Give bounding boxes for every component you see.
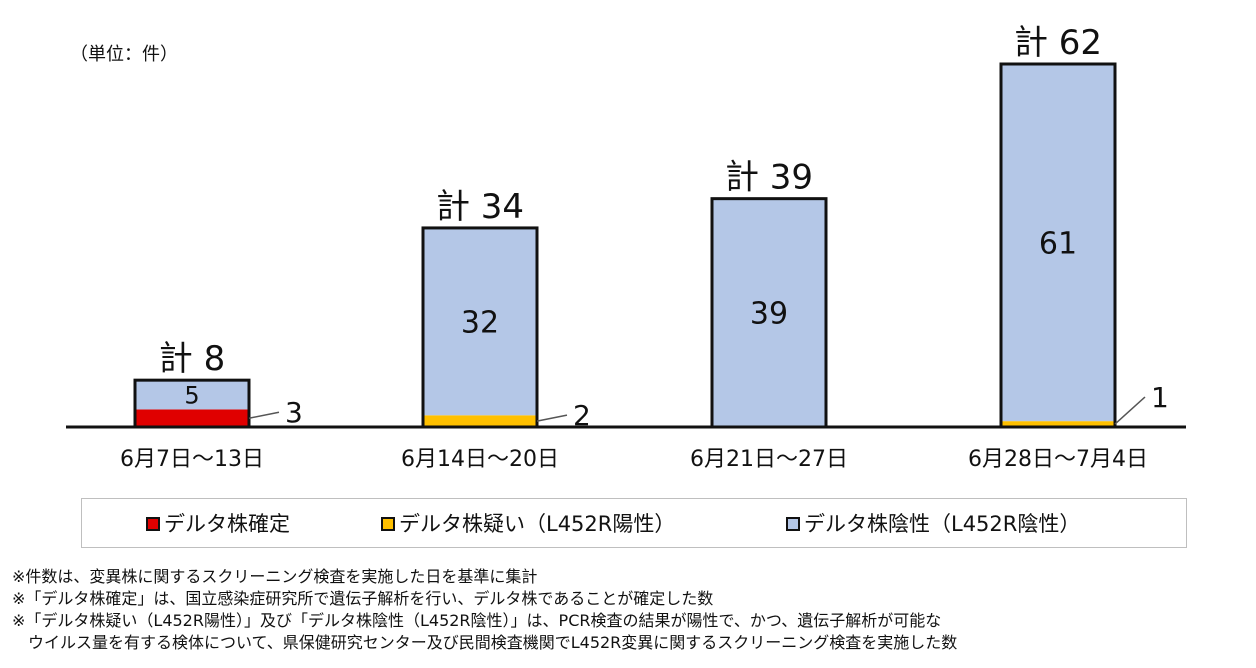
legend-swatch-suspected — [381, 517, 395, 531]
bar-total-label: 計 8 — [159, 339, 225, 379]
bar-total-label: 計 62 — [1014, 23, 1102, 63]
bar-side-label: 2 — [573, 399, 591, 432]
legend-label-confirmed: デルタ株確定 — [164, 512, 290, 536]
legend-swatch-negative — [786, 517, 800, 531]
bar-inner-label: 39 — [750, 297, 788, 332]
bar-segment — [1001, 421, 1115, 427]
legend-item-negative: デルタ株陰性（L452R陰性） — [786, 511, 1080, 537]
side-label-leader — [1114, 396, 1146, 425]
footnote-2: ※「デルタ株確定」は、国立感染症研究所で遺伝子解析を行い、デルタ株であることが確… — [12, 589, 714, 608]
unit-label: （単位：件） — [70, 44, 178, 65]
legend-label-negative: デルタ株陰性（L452R陰性） — [804, 512, 1081, 536]
side-label-leader — [536, 414, 568, 422]
bar-total-label: 計 34 — [436, 187, 524, 227]
footnotes: ※件数は、変異株に関するスクリーニング検査を実施した日を基準に集計 ※「デルタ株… — [12, 566, 957, 654]
bar-inner-label: 5 — [184, 381, 199, 409]
legend-item-suspected: デルタ株疑い（L452R陽性） — [381, 511, 675, 537]
x-tick-label: 6月7日～13日 — [120, 447, 264, 472]
bar-side-label: 1 — [1151, 381, 1169, 414]
x-tick-label: 6月14日～20日 — [401, 447, 559, 472]
x-tick-label: 6月21日～27日 — [690, 447, 848, 472]
bar-segment — [1001, 64, 1115, 422]
legend-item-confirmed: デルタ株確定 — [146, 511, 290, 537]
footnote-3: ※「デルタ株疑い（L452R陽性）」及び「デルタ株陰性（L452R陰性）」は、P… — [12, 611, 942, 630]
bar-segment — [135, 409, 249, 427]
footnote-4: ウイルス量を有する検体について、県保健研究センター及び民間検査機関でL452R変… — [12, 633, 958, 652]
footnote-1: ※件数は、変異株に関するスクリーニング検査を実施した日を基準に集計 — [12, 567, 538, 586]
legend: デルタ株確定 デルタ株疑い（L452R陽性） デルタ株陰性（L452R陰性） — [81, 498, 1187, 548]
bar-inner-label: 61 — [1039, 226, 1077, 261]
bar-segment — [712, 198, 826, 427]
legend-label-suspected: デルタ株疑い（L452R陽性） — [399, 512, 676, 536]
bar-segment — [135, 380, 249, 410]
bar-total-label: 計 39 — [725, 158, 813, 198]
side-label-leader — [248, 411, 280, 419]
bar-side-label: 3 — [285, 396, 303, 429]
legend-swatch-confirmed — [146, 517, 160, 531]
bar-inner-label: 32 — [461, 305, 499, 340]
bar-segment — [423, 415, 537, 427]
bar-segment — [423, 227, 537, 416]
x-tick-label: 6月28日～7月4日 — [968, 447, 1148, 472]
